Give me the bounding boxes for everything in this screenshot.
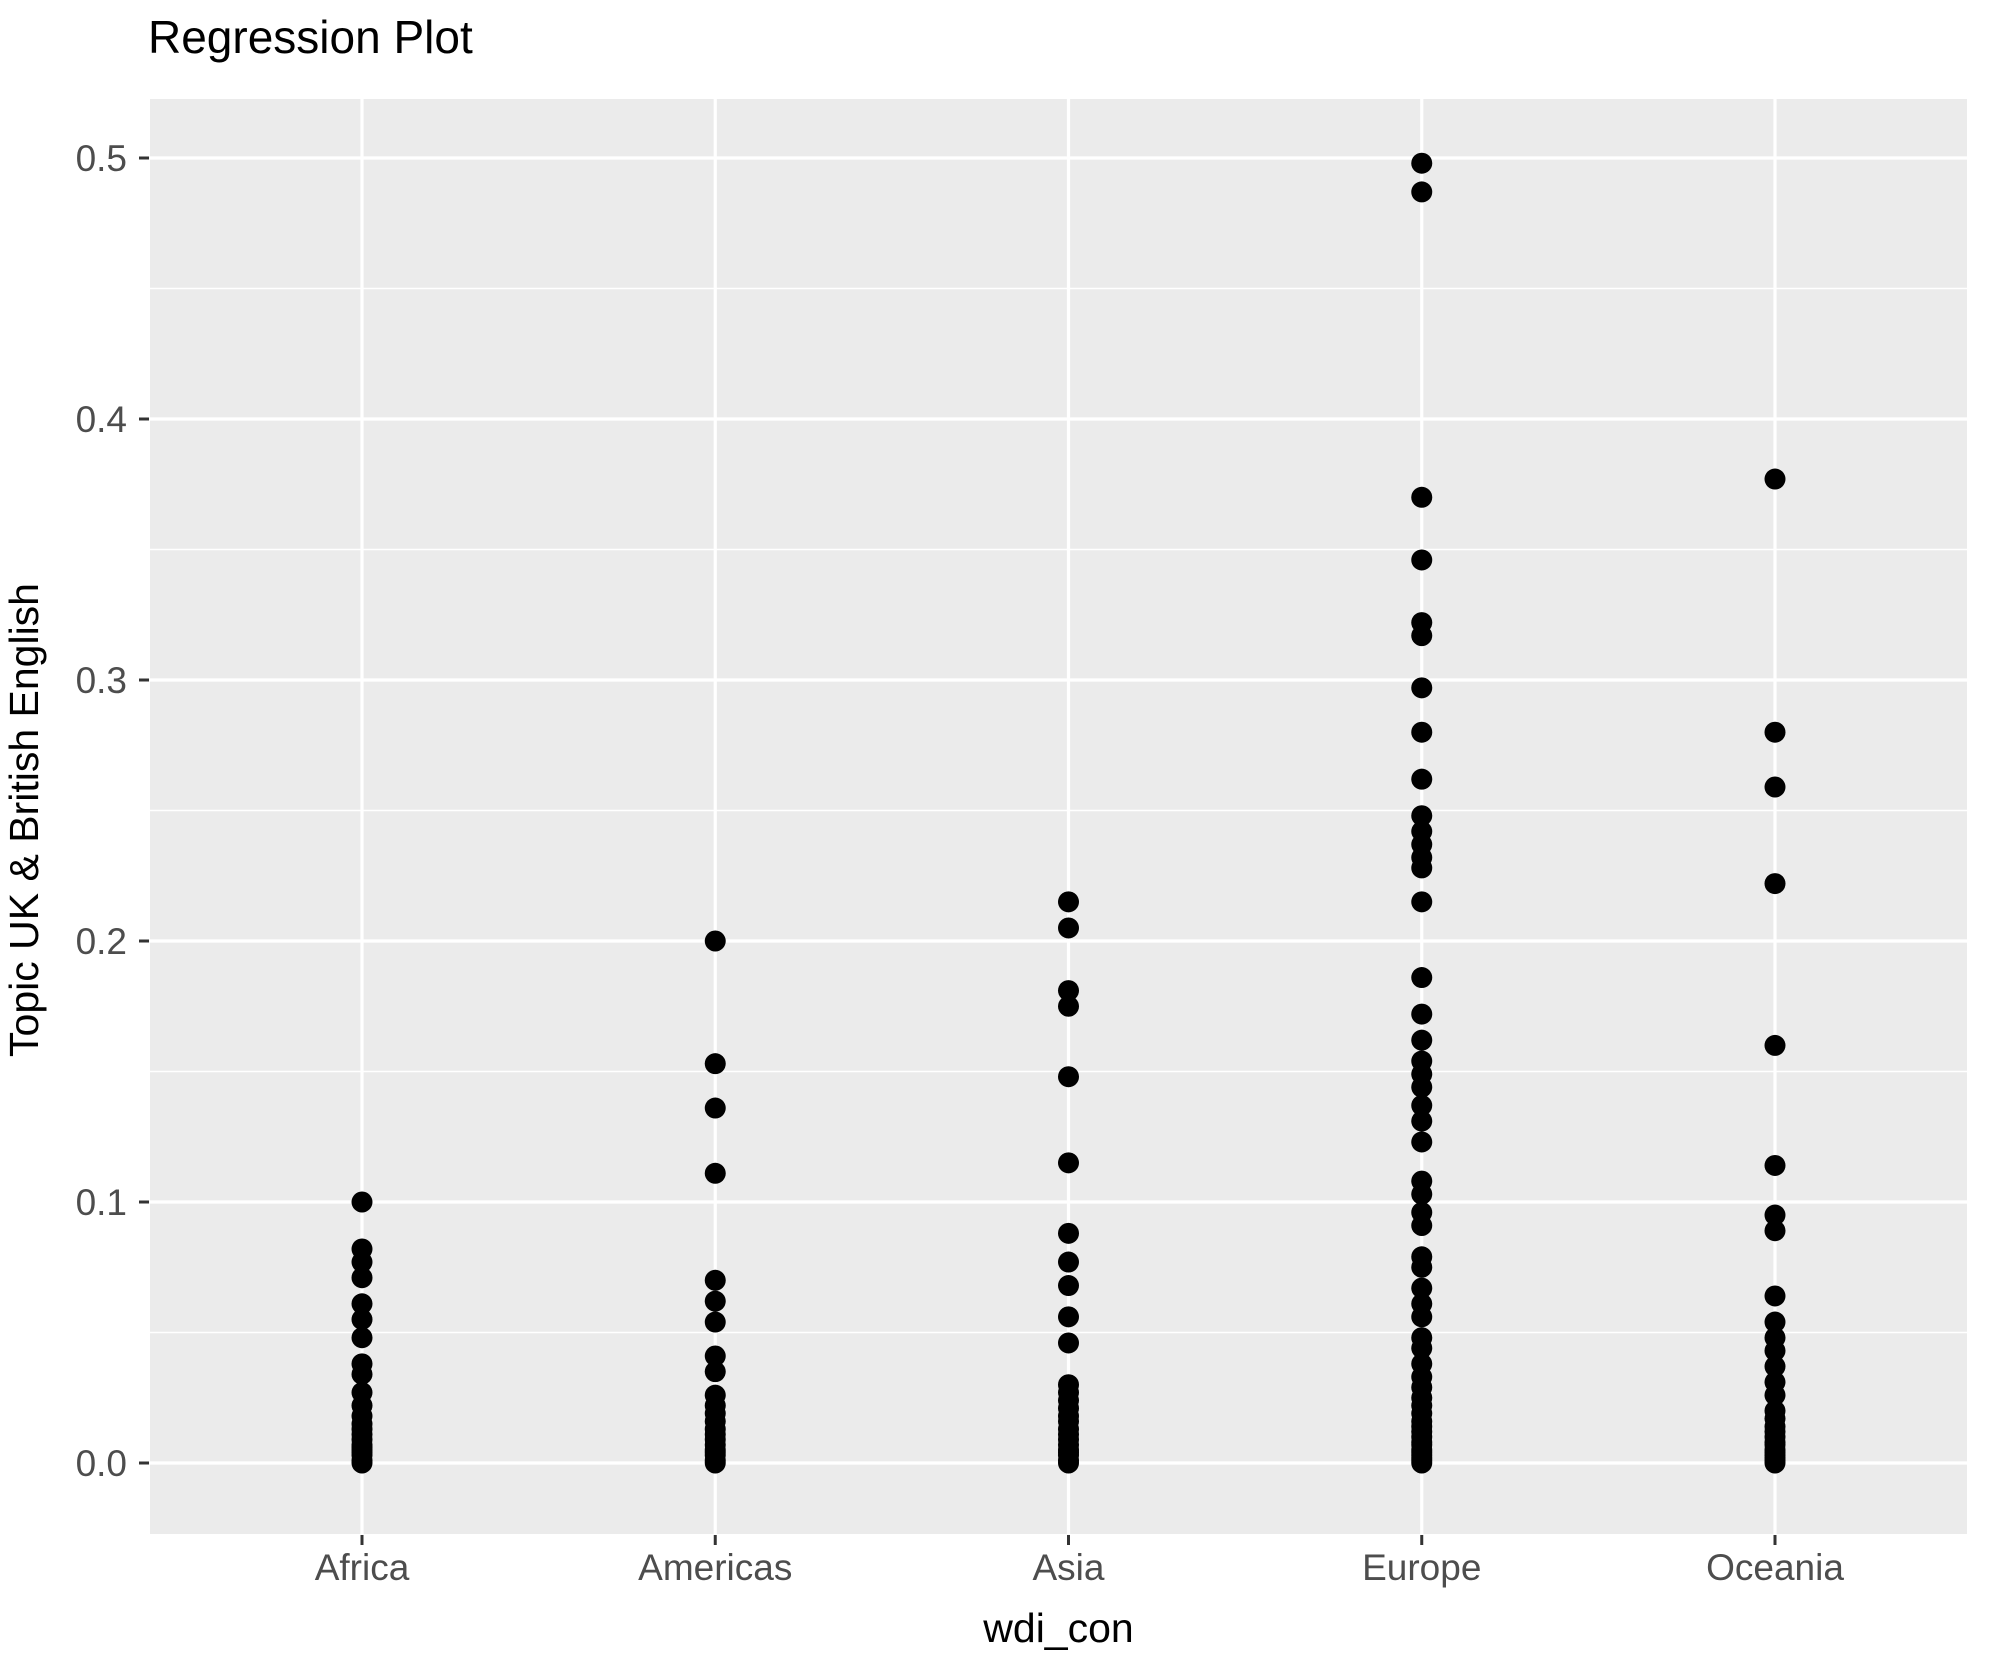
data-point xyxy=(1411,768,1433,790)
data-point xyxy=(1058,1306,1079,1328)
data-point xyxy=(704,1269,726,1291)
data-point xyxy=(1058,1452,1079,1474)
data-point xyxy=(1058,980,1079,1002)
data-point xyxy=(1764,1154,1786,1176)
data-point xyxy=(1411,1337,1433,1359)
data-point xyxy=(1411,625,1433,647)
data-point xyxy=(1058,1222,1079,1244)
data-point xyxy=(704,1162,726,1184)
data-point xyxy=(1411,891,1433,913)
data-point xyxy=(1058,1066,1079,1088)
data-point xyxy=(1764,1034,1786,1056)
data-point xyxy=(1411,1110,1433,1132)
data-point xyxy=(1411,677,1433,699)
x-tick-label: Asia xyxy=(1033,1547,1105,1588)
data-point xyxy=(1411,549,1433,571)
data-point xyxy=(351,1327,373,1349)
data-point xyxy=(351,1191,373,1213)
x-tick-label: Oceania xyxy=(1706,1547,1844,1588)
plot-panel xyxy=(150,99,1967,1534)
x-tick-label: Africa xyxy=(315,1547,410,1588)
data-point xyxy=(1764,1452,1786,1474)
data-point xyxy=(1764,776,1786,798)
data-point xyxy=(704,1053,726,1075)
data-point xyxy=(1411,1452,1433,1474)
data-point xyxy=(351,1363,373,1385)
data-point xyxy=(1764,1311,1786,1333)
data-point xyxy=(1411,152,1433,174)
data-point xyxy=(1058,1152,1079,1174)
data-point xyxy=(704,1452,726,1474)
data-point xyxy=(704,1097,726,1119)
data-point xyxy=(1764,1285,1786,1307)
y-tick-label: 0.5 xyxy=(76,138,127,179)
data-point xyxy=(1764,1204,1786,1226)
data-point xyxy=(1411,857,1433,879)
x-axis-title: wdi_con xyxy=(982,1605,1133,1651)
data-point xyxy=(1764,721,1786,743)
data-point xyxy=(1411,1277,1433,1299)
y-tick-label: 0.4 xyxy=(76,399,127,440)
data-point xyxy=(1411,1094,1433,1116)
data-point xyxy=(704,1345,726,1367)
data-point xyxy=(1058,995,1079,1017)
data-point xyxy=(351,1267,373,1289)
data-point xyxy=(1764,1220,1786,1242)
data-point xyxy=(351,1293,373,1315)
y-axis-title: Topic UK & British English xyxy=(1,583,47,1057)
data-point xyxy=(1764,468,1786,490)
data-point xyxy=(1058,917,1079,939)
data-point xyxy=(1411,1003,1433,1025)
data-point xyxy=(1058,1332,1079,1354)
data-point xyxy=(1058,891,1079,913)
data-point xyxy=(1764,1340,1786,1362)
data-point xyxy=(1411,1131,1433,1153)
y-tick-label: 0.1 xyxy=(76,1182,127,1223)
data-point xyxy=(1411,1256,1433,1278)
data-point xyxy=(1411,1029,1433,1051)
data-point xyxy=(704,1290,726,1312)
data-point xyxy=(351,1308,373,1330)
data-point xyxy=(1411,1183,1433,1205)
y-tick-label: 0.3 xyxy=(76,660,127,701)
x-tick-label: Americas xyxy=(638,1547,792,1588)
y-tick-label: 0.2 xyxy=(76,921,127,962)
data-point xyxy=(1411,967,1433,989)
data-point xyxy=(351,1251,373,1273)
data-point xyxy=(1411,486,1433,508)
data-point xyxy=(1764,1355,1786,1377)
data-point xyxy=(1411,1214,1433,1236)
data-point xyxy=(1411,181,1433,203)
data-point xyxy=(704,930,726,952)
data-point xyxy=(704,1361,726,1383)
data-point xyxy=(1411,721,1433,743)
y-tick-label: 0.0 xyxy=(76,1443,127,1484)
data-point xyxy=(1411,1306,1433,1328)
x-tick-label: Europe xyxy=(1362,1547,1481,1588)
data-point xyxy=(1411,805,1433,827)
data-point xyxy=(1058,1251,1079,1273)
data-point xyxy=(704,1311,726,1333)
data-point xyxy=(351,1452,373,1474)
chart-title: Regression Plot xyxy=(148,11,473,63)
data-point xyxy=(1058,1275,1079,1297)
data-point xyxy=(1764,1384,1786,1406)
data-point xyxy=(1411,1076,1433,1098)
data-point xyxy=(1764,873,1786,895)
